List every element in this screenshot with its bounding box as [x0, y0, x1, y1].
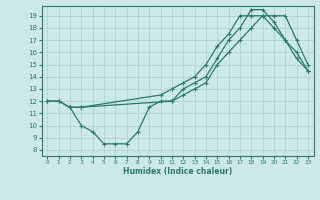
- X-axis label: Humidex (Indice chaleur): Humidex (Indice chaleur): [123, 167, 232, 176]
